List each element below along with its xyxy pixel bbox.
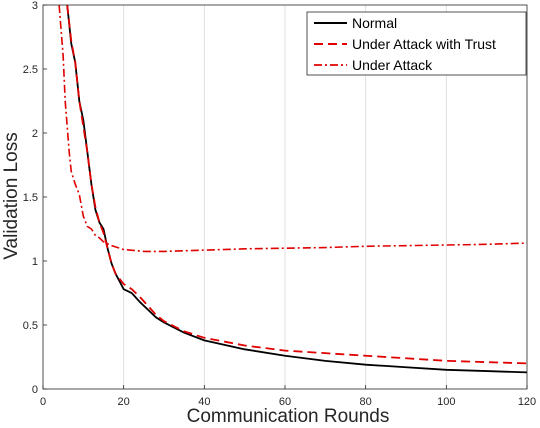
x-tick-label: 20 (118, 396, 130, 408)
series-lines (58, 5, 527, 374)
x-tick-label: 100 (437, 396, 455, 408)
plot-area-frame (42, 4, 528, 390)
y-tick-label: 2.5 (23, 64, 38, 76)
y-tick-label: 1.5 (23, 192, 38, 204)
y-tick-label: 2 (32, 128, 38, 140)
x-axis-title: Communication Rounds (187, 406, 390, 427)
x-tick-label: 120 (518, 396, 536, 408)
y-tick-label: 3 (32, 0, 38, 12)
legend-label-under-attack-with-trust: Under Attack with Trust (352, 36, 496, 52)
series-line-under-attack (58, 5, 527, 253)
axes (42, 4, 528, 390)
legend-label-under-attack: Under Attack (352, 57, 433, 73)
x-tick-label: 0 (40, 396, 46, 408)
x-tick-label: 40 (198, 396, 210, 408)
x-tick-label: 80 (360, 396, 372, 408)
legend: Normal Under Attack with Trust Under Att… (306, 11, 527, 76)
series-line-under-attack-with-trust (66, 5, 527, 365)
y-tick-label: 1 (32, 256, 38, 268)
tick-labels: 0 20 40 60 80 100 120 0 0.5 1 1.5 2 2.5 3 (23, 0, 536, 408)
y-tick-label: 0 (32, 384, 38, 396)
y-axis-title: Validation Loss (1, 132, 22, 259)
legend-label-normal: Normal (352, 15, 397, 31)
x-tick-label: 60 (279, 396, 291, 408)
y-tick-label: 0.5 (23, 320, 38, 332)
